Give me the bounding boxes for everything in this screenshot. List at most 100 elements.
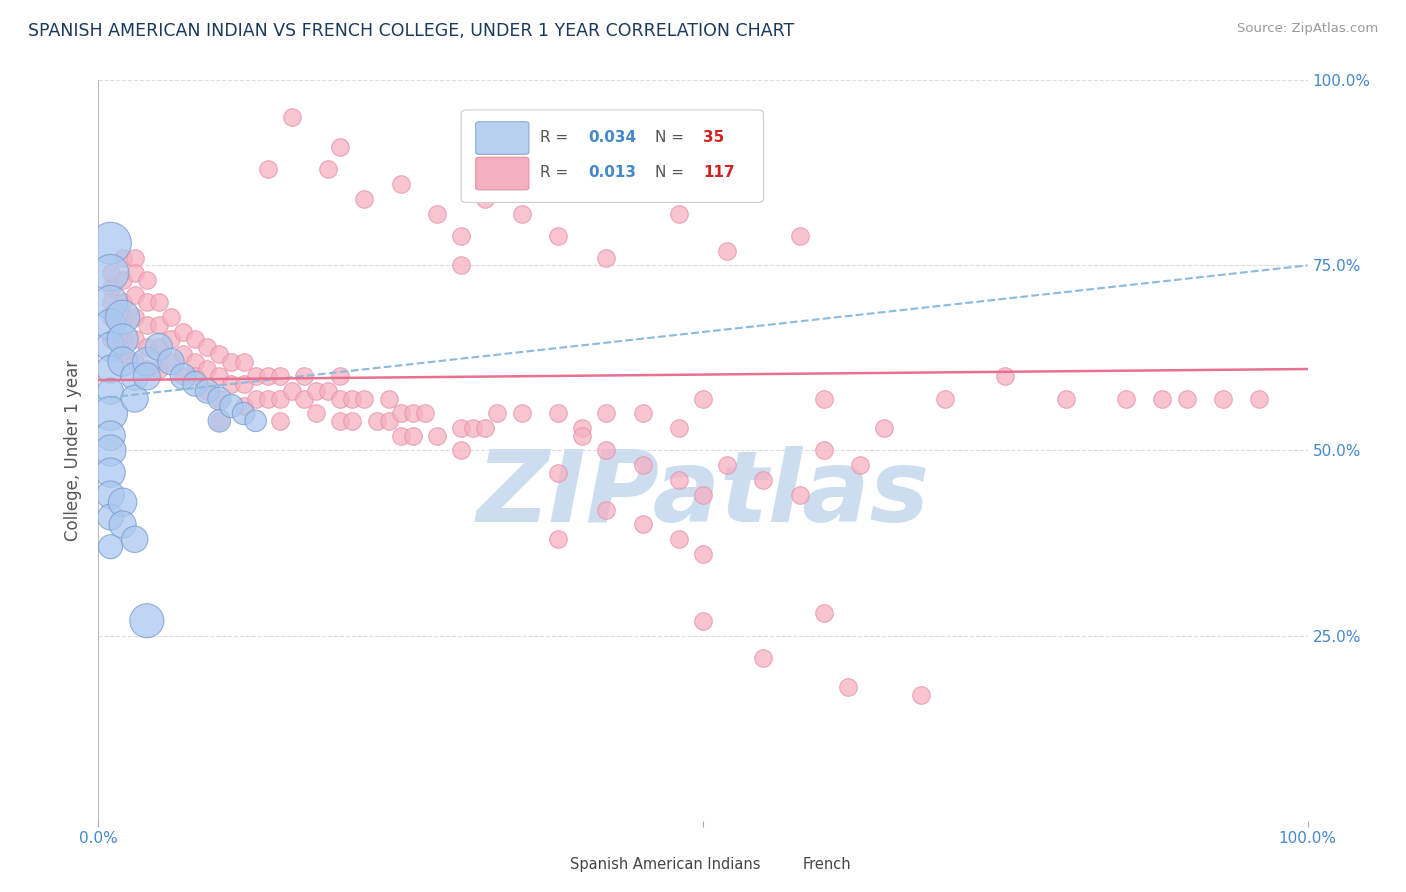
- Point: [595, 251, 617, 265]
- Point: [281, 111, 304, 125]
- Point: [353, 392, 375, 406]
- Text: 0.034: 0.034: [588, 130, 637, 145]
- Point: [450, 443, 472, 458]
- Point: [195, 340, 218, 354]
- Point: [595, 502, 617, 516]
- Point: [450, 228, 472, 243]
- Point: [692, 488, 714, 502]
- Point: [571, 421, 593, 435]
- Point: [813, 443, 835, 458]
- Point: [148, 318, 170, 332]
- Point: [474, 421, 496, 435]
- Point: [100, 362, 122, 376]
- Point: [160, 354, 183, 368]
- Point: [256, 369, 278, 384]
- Point: [124, 332, 146, 346]
- Point: [232, 376, 254, 391]
- Point: [208, 414, 231, 428]
- Point: [256, 392, 278, 406]
- FancyBboxPatch shape: [526, 853, 564, 876]
- Point: [232, 354, 254, 368]
- Point: [100, 466, 122, 480]
- Point: [208, 392, 231, 406]
- Point: [135, 340, 157, 354]
- Text: R =: R =: [540, 165, 568, 180]
- Point: [316, 384, 339, 399]
- Point: [873, 421, 896, 435]
- Point: [221, 376, 243, 391]
- Point: [111, 273, 134, 287]
- Point: [752, 650, 775, 665]
- Text: Spanish American Indians: Spanish American Indians: [569, 857, 761, 871]
- Point: [389, 407, 412, 421]
- Text: 0.013: 0.013: [588, 165, 636, 180]
- Point: [100, 332, 122, 346]
- Point: [389, 428, 412, 442]
- FancyBboxPatch shape: [461, 110, 763, 202]
- Point: [221, 354, 243, 368]
- Point: [160, 310, 183, 325]
- Point: [100, 295, 122, 310]
- Point: [172, 325, 194, 339]
- Point: [100, 407, 122, 421]
- Point: [547, 533, 569, 547]
- Point: [245, 414, 267, 428]
- Point: [329, 392, 352, 406]
- Point: [100, 510, 122, 524]
- Point: [377, 414, 399, 428]
- Point: [342, 414, 364, 428]
- Point: [305, 407, 328, 421]
- Point: [450, 259, 472, 273]
- Point: [402, 407, 425, 421]
- Point: [111, 517, 134, 532]
- Point: [135, 362, 157, 376]
- Point: [124, 251, 146, 265]
- Point: [124, 533, 146, 547]
- Point: [135, 354, 157, 368]
- Point: [124, 266, 146, 280]
- Point: [135, 295, 157, 310]
- Point: [910, 688, 932, 702]
- Point: [402, 428, 425, 442]
- Point: [148, 295, 170, 310]
- Point: [692, 392, 714, 406]
- Point: [668, 421, 690, 435]
- Point: [172, 369, 194, 384]
- Point: [100, 266, 122, 280]
- Point: [631, 517, 654, 532]
- Point: [813, 607, 835, 621]
- Point: [934, 392, 956, 406]
- Point: [124, 369, 146, 384]
- Point: [1115, 392, 1137, 406]
- Point: [692, 614, 714, 628]
- Point: [100, 236, 122, 251]
- Point: [100, 340, 122, 354]
- Point: [100, 266, 122, 280]
- FancyBboxPatch shape: [475, 157, 529, 190]
- Point: [668, 206, 690, 220]
- Point: [316, 162, 339, 177]
- Point: [184, 376, 207, 391]
- Point: [329, 140, 352, 154]
- Point: [148, 340, 170, 354]
- Point: [111, 354, 134, 368]
- Point: [195, 384, 218, 399]
- Point: [160, 332, 183, 346]
- Point: [148, 340, 170, 354]
- Point: [135, 273, 157, 287]
- Point: [692, 547, 714, 561]
- Point: [100, 384, 122, 399]
- Point: [100, 428, 122, 442]
- Text: French: French: [803, 857, 851, 871]
- Point: [1054, 392, 1077, 406]
- Point: [100, 295, 122, 310]
- Point: [269, 392, 291, 406]
- FancyBboxPatch shape: [475, 121, 529, 154]
- Point: [571, 428, 593, 442]
- Point: [631, 458, 654, 473]
- FancyBboxPatch shape: [755, 853, 794, 876]
- Point: [547, 228, 569, 243]
- Point: [100, 310, 122, 325]
- Point: [135, 369, 157, 384]
- Point: [124, 288, 146, 302]
